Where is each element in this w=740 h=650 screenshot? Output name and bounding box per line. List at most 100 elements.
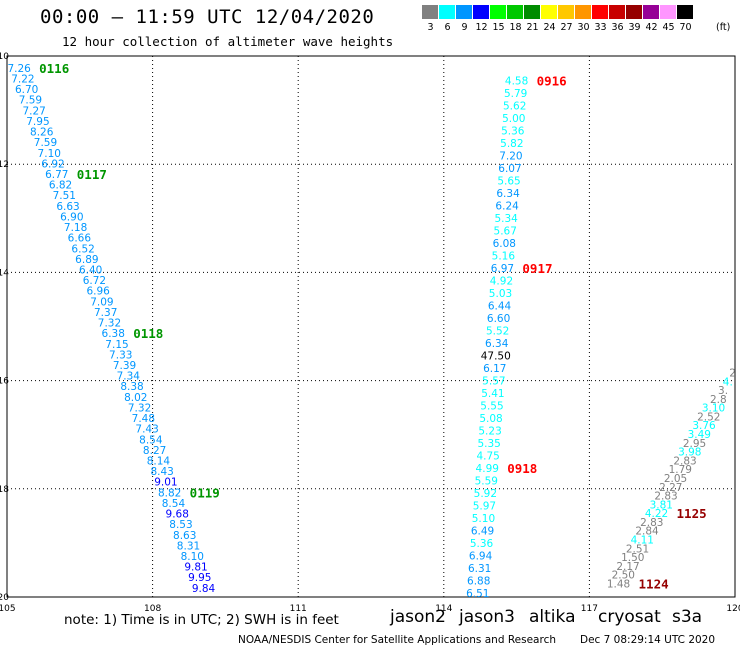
swh-value-label: 1.50: [621, 552, 644, 564]
swh-value-label: 6.66: [68, 233, 92, 245]
swh-value-label: 5.10: [472, 513, 495, 525]
swh-value-label: 9.95: [188, 572, 211, 584]
swh-value-label: 6.08: [493, 238, 516, 250]
swh-value-label: 7.34: [117, 371, 141, 383]
swh-value-label: 9.68: [166, 509, 189, 521]
swh-value-label: 2.83: [640, 517, 663, 529]
swh-value-label: 6.44: [488, 301, 512, 313]
swh-value-label: 7.18: [64, 222, 87, 234]
swh-value-label: 5.55: [480, 401, 503, 413]
swh-value-label: 8.10: [181, 551, 204, 563]
swh-value-label: 5.03: [489, 288, 512, 300]
swh-value-label: 5.35: [477, 438, 500, 450]
color-scale-label: 6: [444, 22, 451, 33]
swh-value-label: 6.92: [41, 158, 64, 170]
swh-value-label: 9.84: [192, 583, 216, 595]
color-scale-label: 39: [628, 22, 641, 33]
legend-note: note: 1) Time is in UTC; 2) SWH is in fe…: [64, 612, 339, 628]
swh-value-label: 7.48: [132, 413, 155, 425]
swh-value-label: 4.22: [645, 508, 668, 520]
swh-value-label: 6.70: [15, 84, 38, 96]
swh-value-label: 5.82: [500, 138, 523, 150]
color-scale-swatch: [490, 5, 507, 19]
legend-jason2: jason2: [390, 607, 446, 627]
swh-value-label: 6.31: [468, 563, 491, 575]
legend-jason3: jason3: [459, 607, 515, 627]
swh-value-label: 5.41: [481, 388, 504, 400]
swh-value-label: 3.81: [650, 499, 673, 511]
x-tick-label: 105: [0, 604, 16, 614]
swh-value-label: 7.09: [90, 296, 113, 308]
track-time-label: 0116: [39, 61, 69, 76]
color-scale-swatch: [592, 5, 609, 19]
color-scale-label: 45: [662, 22, 675, 33]
swh-value-label: 6.96: [86, 286, 110, 298]
swh-value-label: 3.10: [702, 403, 725, 415]
color-scale-swatch: [422, 5, 439, 19]
swh-value-label: 7.10: [38, 148, 61, 160]
swh-value-label: 6.24: [495, 200, 519, 212]
swh-value-label: 2.83: [673, 455, 696, 467]
color-scale-label: 9: [461, 22, 468, 33]
swh-value-label: 7.15: [105, 339, 128, 351]
page-title: 00:00 – 11:59 UTC 12/04/2020: [40, 6, 375, 28]
color-scale-label: 33: [594, 22, 607, 33]
x-tick-label: 117: [581, 604, 598, 614]
swh-value-label: 4.75: [476, 451, 499, 463]
swh-value-label: 5.65: [497, 175, 520, 187]
swh-value-label: 8.38: [120, 381, 143, 393]
swh-value-label: 7.59: [19, 95, 42, 107]
y-tick-label: 20: [0, 593, 9, 603]
swh-value-label: 7.26: [7, 63, 31, 75]
y-tick-label: 18: [0, 485, 9, 495]
color-scale-swatch: [507, 5, 524, 19]
swh-value-label: 5.36: [501, 125, 525, 137]
color-scale-swatch: [439, 5, 456, 19]
x-tick-label: 120: [726, 604, 740, 614]
color-scale-unit: (ft): [716, 22, 731, 33]
swh-value-label: 8.63: [173, 530, 196, 542]
swh-value-label: 7.37: [94, 307, 117, 319]
swh-value-label: 4.92: [490, 275, 513, 287]
swh-value-label: 47.50: [481, 351, 511, 363]
swh-value-label: 3.: [718, 385, 728, 397]
swh-value-label: 6.77: [45, 169, 68, 181]
color-scale-label: 21: [526, 22, 539, 33]
swh-value-label: 3.98: [678, 447, 701, 459]
swh-value-label: 5.23: [478, 426, 501, 438]
map-frame: [6, 55, 736, 598]
swh-value-label: 8.54: [162, 498, 186, 510]
color-scale-label: 70: [679, 22, 692, 33]
swh-value-label: 6.60: [487, 313, 510, 325]
swh-value-label: 4.11: [631, 535, 654, 547]
swh-value-label: 7.32: [128, 402, 151, 414]
swh-value-label: 5.00: [502, 113, 525, 125]
legend-s3a: s3a: [672, 607, 703, 627]
swh-value-label: 6.72: [83, 275, 106, 287]
swh-value-label: 6.63: [56, 201, 79, 213]
legend-cryosat: cryosat: [598, 607, 661, 627]
x-tick-label: 108: [144, 604, 161, 614]
y-tick-label: 12: [0, 160, 9, 170]
swh-value-label: 6.34: [485, 338, 509, 350]
swh-value-label: 5.92: [474, 488, 497, 500]
track-time-label: 0916: [537, 73, 567, 88]
swh-value-label: 2.95: [683, 438, 706, 450]
color-scale-swatch: [524, 5, 541, 19]
track-time-label: 1125: [677, 506, 707, 521]
swh-value-label: 5.08: [479, 413, 502, 425]
track-time-label: 0918: [507, 461, 537, 476]
color-scale: [422, 5, 694, 19]
swh-value-label: 6.88: [467, 576, 490, 588]
swh-value-label: 6.82: [49, 180, 72, 192]
color-scale-label: 24: [543, 22, 556, 33]
swh-value-label: 6.40: [79, 264, 102, 276]
swh-value-label: 8.53: [169, 519, 192, 531]
swh-value-label: 9.81: [184, 562, 207, 574]
swh-value-label: 5.79: [504, 88, 527, 100]
swh-value-label: 8.31: [177, 540, 200, 552]
color-scale-label: 12: [475, 22, 488, 33]
track-time-label: 0917: [522, 261, 552, 276]
color-scale-label: 42: [645, 22, 658, 33]
swh-value-label: 5.97: [473, 501, 496, 513]
